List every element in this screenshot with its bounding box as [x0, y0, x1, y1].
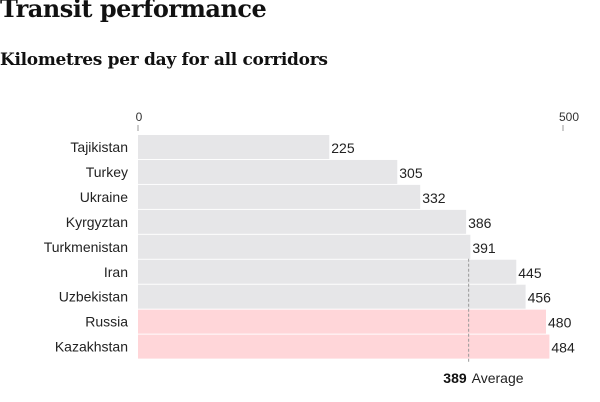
chart-subtitle: Kilometres per day for all corridors — [0, 50, 328, 70]
value-label-uzbekistan: 456 — [528, 290, 552, 306]
value-label-kazakhstan: 484 — [551, 340, 575, 356]
value-label-turkmenistan: 391 — [472, 240, 496, 256]
bar-ukraine — [138, 184, 421, 209]
chart-title: Transit performance — [0, 0, 267, 23]
category-label-ukraine: Ukraine — [80, 189, 128, 205]
bar-turkey — [138, 159, 398, 184]
bar-tajikistan — [138, 135, 330, 159]
category-label-russia: Russia — [85, 314, 128, 330]
bar-turkmenistan — [138, 234, 471, 259]
value-label-ukraine: 332 — [422, 190, 446, 206]
category-label-kazakhstan: Kazakhstan — [55, 339, 128, 355]
bar-russia — [138, 309, 546, 334]
value-label-russia: 480 — [548, 315, 572, 331]
bar-iran — [138, 259, 517, 284]
average-label: Average — [472, 370, 524, 386]
bar-uzbekistan — [138, 284, 526, 309]
average-value: 389 — [443, 370, 467, 386]
category-label-kyrgyztan: Kyrgyztan — [66, 214, 128, 230]
tick-label-500: 500 — [559, 110, 579, 124]
value-label-iran: 445 — [518, 265, 542, 281]
category-label-turkey: Turkey — [86, 164, 128, 180]
bar-kyrgyztan — [138, 209, 467, 234]
value-label-turkey: 305 — [399, 165, 423, 181]
value-label-tajikistan: 225 — [331, 140, 355, 156]
value-label-kyrgyztan: 386 — [468, 215, 492, 231]
tick-label-0: 0 — [136, 110, 143, 124]
category-label-turkmenistan: Turkmenistan — [44, 239, 128, 255]
bar-kazakhstan — [138, 334, 550, 359]
category-label-uzbekistan: Uzbekistan — [59, 289, 128, 305]
category-label-iran: Iran — [104, 264, 128, 280]
category-label-tajikistan: Tajikistan — [70, 139, 128, 155]
